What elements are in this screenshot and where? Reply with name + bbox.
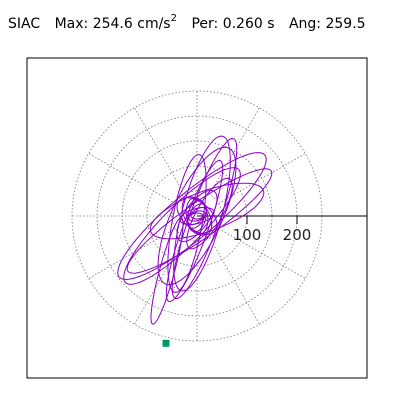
- ring-label-1: 200: [283, 226, 312, 244]
- grid-spoke-1: [218, 153, 306, 204]
- max-unit-exponent: 2: [170, 13, 177, 24]
- max-unit: cm/s2: [137, 13, 177, 32]
- trace-loop-3: [117, 152, 267, 280]
- grid-spoke-4: [134, 107, 185, 195]
- trace-core-1: [188, 210, 206, 222]
- period-value: 0.260 s: [222, 15, 275, 32]
- trace-core-2: [187, 207, 207, 225]
- grid-spoke-5: [88, 153, 176, 204]
- max-label: Max:: [54, 15, 89, 32]
- station-name: SIAC: [8, 15, 41, 32]
- grid-spoke-7: [88, 228, 176, 279]
- ring-labels: 100 200: [233, 226, 312, 244]
- trace-loop-7: [123, 167, 241, 285]
- max-value: 254.6: [92, 15, 133, 32]
- trace-loop-8: [149, 182, 265, 240]
- grid-spoke-11: [218, 228, 306, 279]
- grid-spoke-2: [209, 107, 260, 195]
- peak-marker: [162, 339, 170, 347]
- plot-frame: [26, 57, 368, 379]
- plot-header: SIAC Max: 254.6 cm/s2 Per: 0.260 s Ang: …: [8, 13, 400, 32]
- angle-label: Ang:: [288, 15, 322, 32]
- trace-core-0: [190, 212, 204, 220]
- ring-label-0: 100: [233, 226, 262, 244]
- period-label: Per:: [191, 15, 219, 32]
- trace-loop-12: [186, 177, 233, 250]
- grid-spoke-10: [209, 237, 260, 325]
- max-unit-base: cm/s: [137, 15, 171, 32]
- peak-marker-group: [162, 339, 170, 347]
- trace-loop-11: [150, 217, 184, 325]
- trace-loop-4: [126, 168, 273, 274]
- grid-spoke-8: [134, 237, 185, 325]
- trace-core-7: [176, 197, 218, 235]
- trace-loop-2: [157, 146, 237, 286]
- motion-trace: [117, 135, 273, 325]
- angle-value: 259.5: [325, 15, 366, 32]
